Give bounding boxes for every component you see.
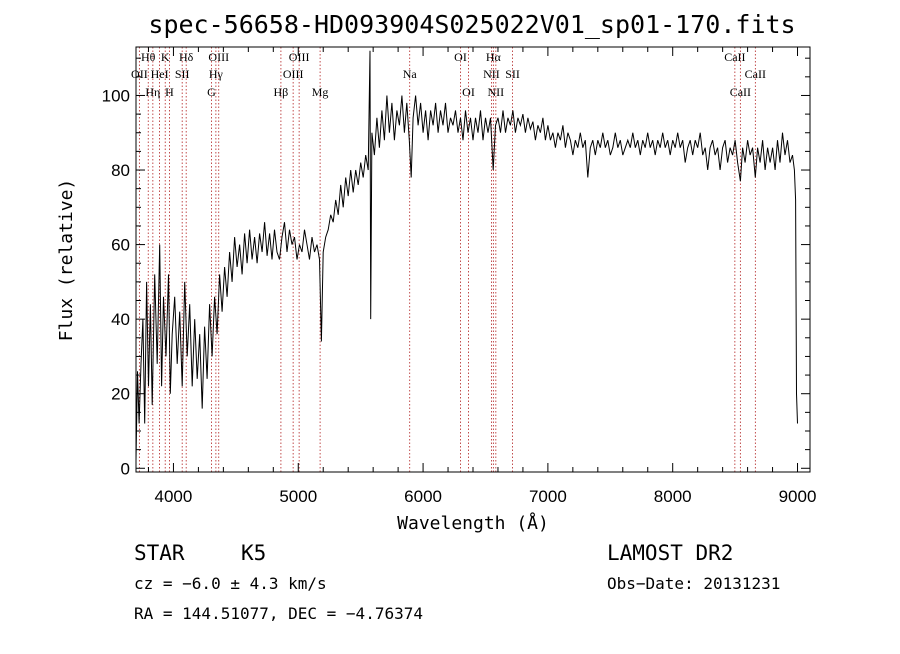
spectral-line-label: OIII [208,50,229,64]
x-tick-label: 5000 [279,487,317,506]
x-tick-label: 9000 [779,487,817,506]
redshift-readout: cz = −6.0 ± 4.3 km/s [134,574,327,593]
spectral-line-label: OII [131,67,148,81]
spectral-line-label: Hγ [209,67,224,81]
spectral-line-label: Hδ [179,50,194,64]
x-axis-label: Wavelength (Å) [397,512,549,534]
spectral-line-label: OIII [283,67,304,81]
plot-frame [135,46,811,473]
y-tick-label: 80 [111,161,130,180]
y-tick-label: 60 [111,236,130,255]
spectral-line-labels: Hθ K Hδ OIII OIII OI Hα CaII OII HeI SII Hγ OIII Na NI… [131,50,766,99]
spectral-line-label: Hβ [274,85,289,99]
y-tick-label: 40 [111,310,130,329]
y-axis-label: Flux (relative) [56,179,77,342]
spectral-line-label: H [165,85,174,99]
x-tick-label: 7000 [529,487,567,506]
spectral-line-label: CaII [745,67,766,81]
x-tick-label: 6000 [404,487,442,506]
spectral-line-label: HeI [151,67,169,81]
spectral-line-label: SII [505,67,520,81]
y-tick-label: 100 [102,86,130,105]
spectral-line-label: SII [175,67,190,81]
x-axis: 4000 5000 6000 7000 8000 9000 [147,47,817,506]
spectral-line-label: OI [454,50,467,64]
spectral-line-label: G [207,85,216,99]
spectral-line-label: Hη [145,85,160,99]
spectral-line-label: CaII [724,50,745,64]
spectral-line-label: Na [403,67,418,81]
spectral-line-label: K [161,50,170,64]
y-tick-label: 0 [121,459,130,478]
spectral-line-label: NII [483,67,500,81]
survey-name: LAMOST DR2 [607,541,733,565]
y-tick-label: 20 [111,385,130,404]
spectral-line-label: CaII [730,85,751,99]
flux-series-line [135,50,798,461]
x-tick-label: 8000 [654,487,692,506]
y-axis: 0 20 40 60 80 100 [102,57,810,478]
chart-title: spec-56658-HD093904S025022V01_sp01-170.f… [148,10,795,39]
coordinates-readout: RA = 144.51077, DEC = −4.76374 [134,604,423,623]
spectral-line-label: OIII [289,50,310,64]
spectral-line-label: Hθ [141,50,156,64]
spectral-line-label: Mg [312,85,329,99]
spectral-line-markers [138,47,756,472]
spectral-line-label: Hα [486,50,502,64]
object-subclass: K5 [241,541,266,565]
observation-date: Obs−Date: 20131231 [607,574,780,593]
spectral-line-label: NII [488,85,505,99]
object-class: STAR [134,541,185,565]
spectral-line-label: OI [462,85,475,99]
x-tick-label: 4000 [155,487,193,506]
